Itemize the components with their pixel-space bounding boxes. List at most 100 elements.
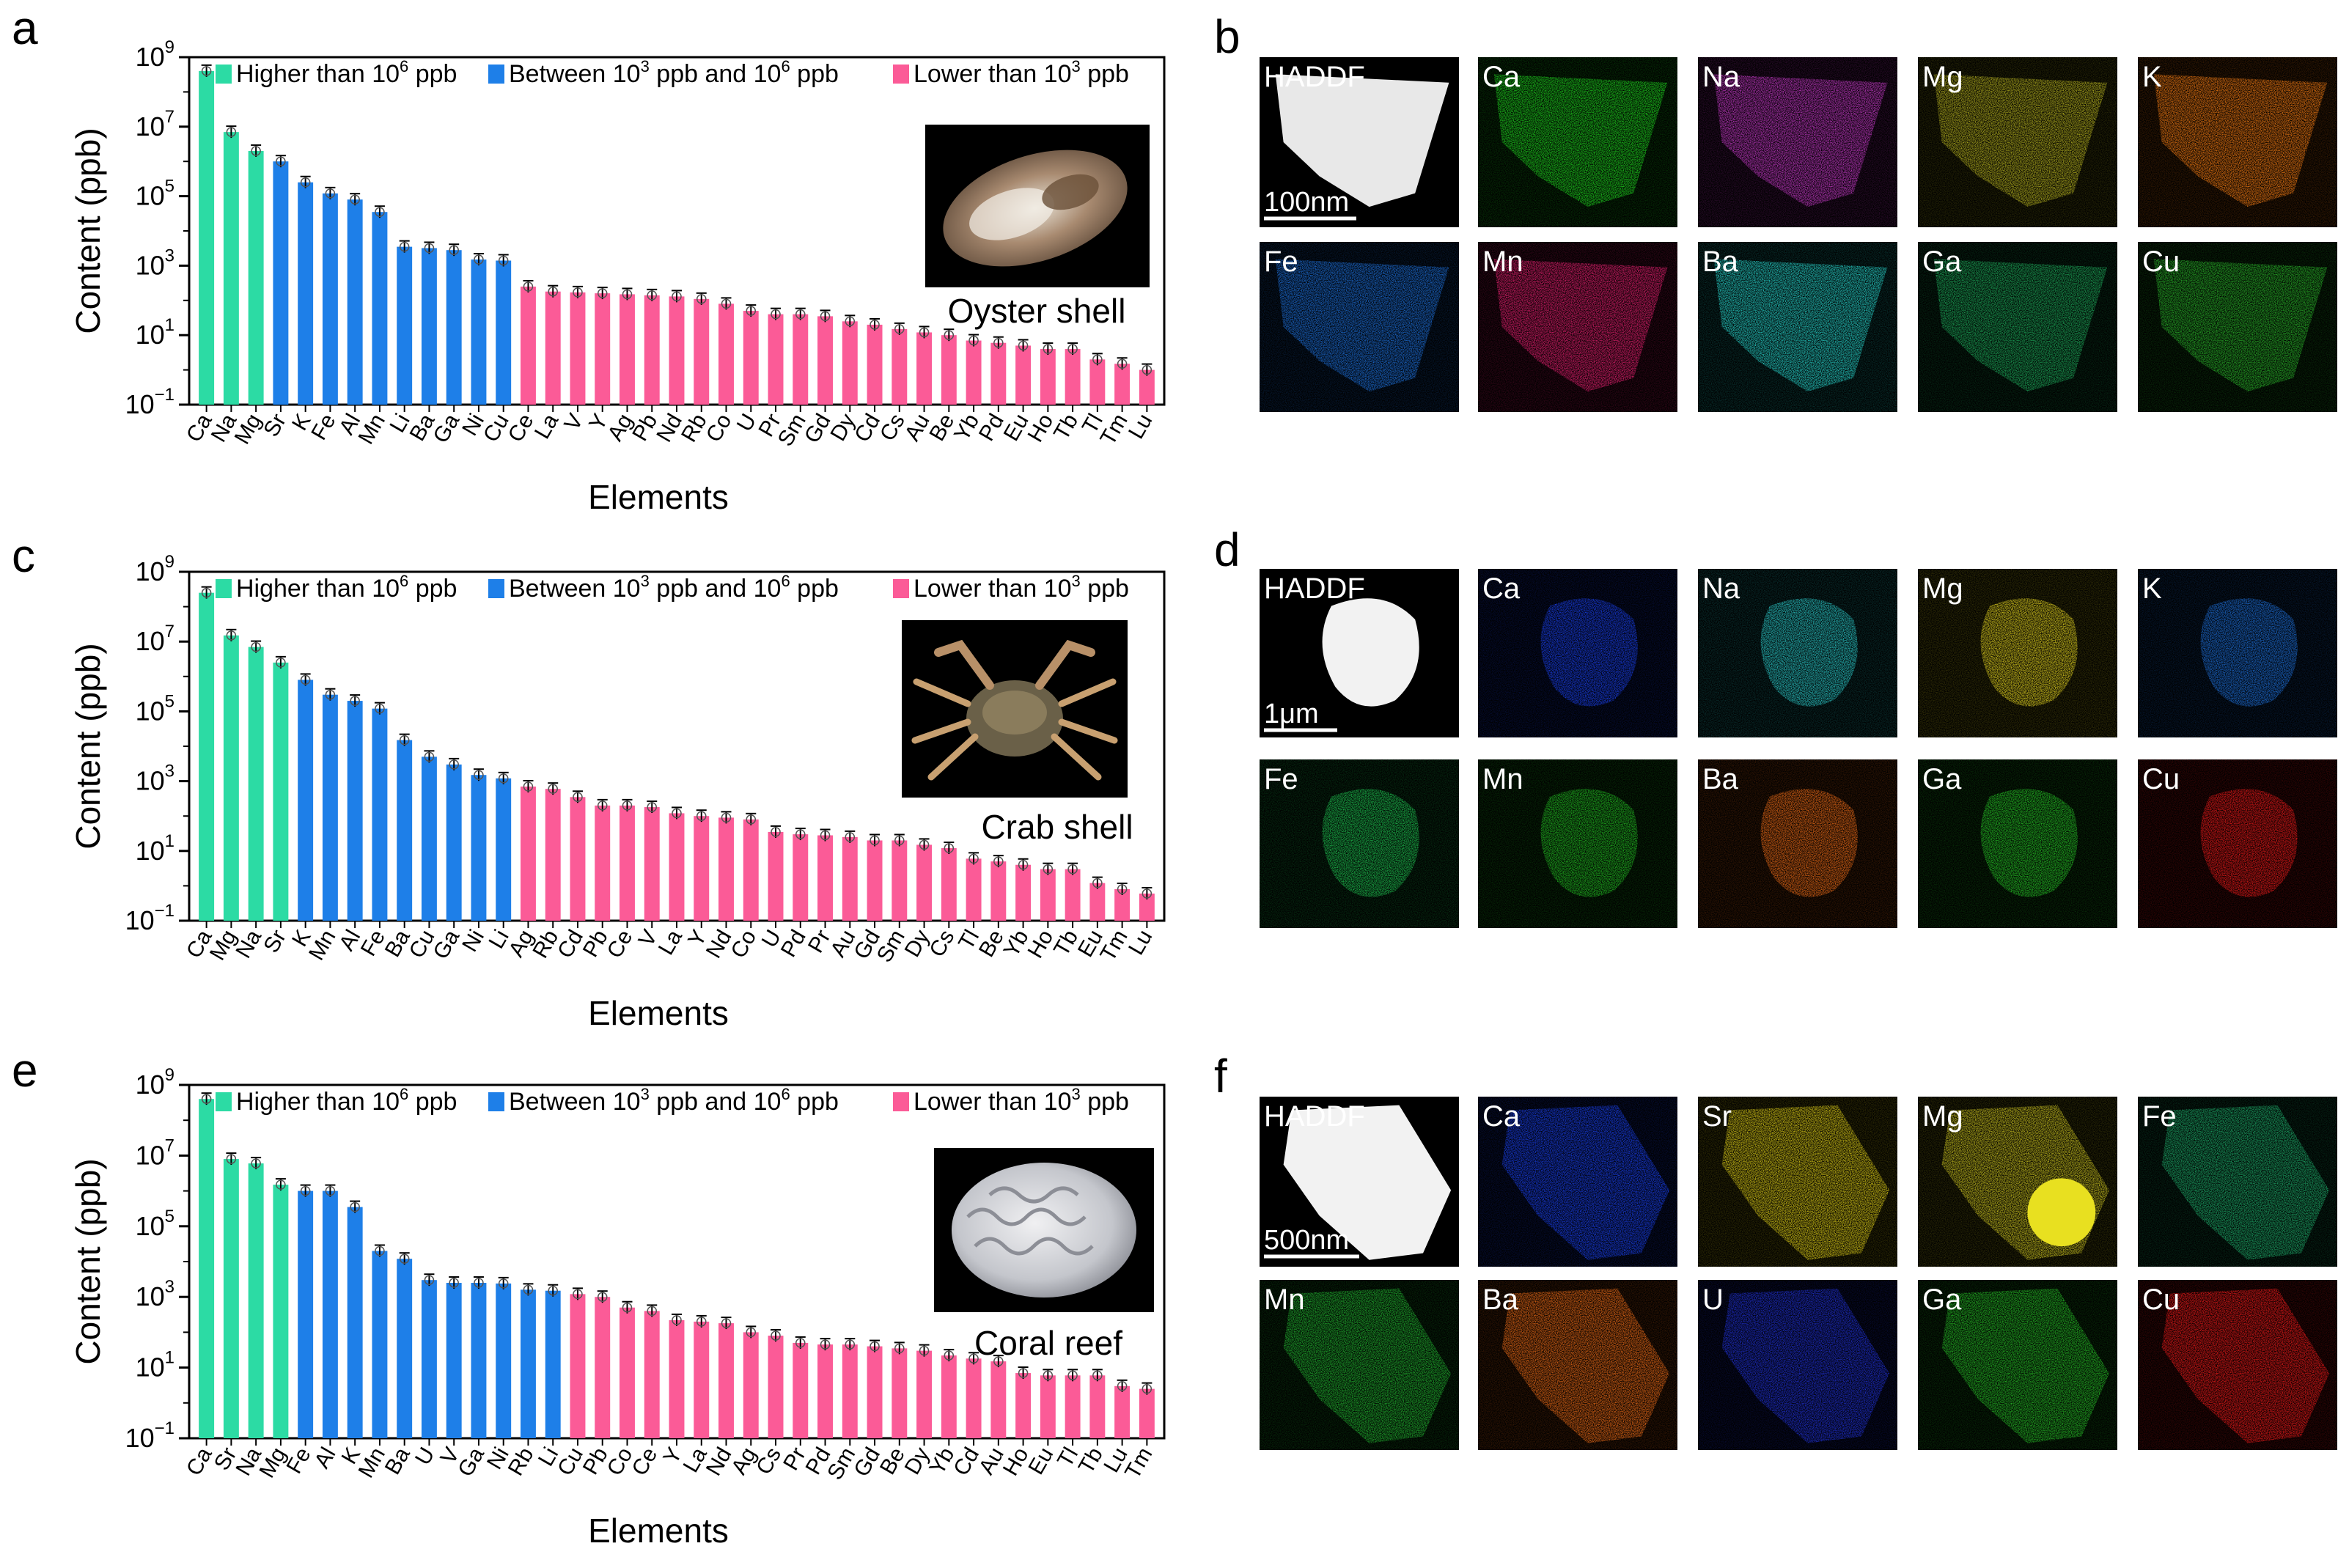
map-label: Na [1702, 573, 1740, 605]
data-point [424, 243, 435, 254]
background-noise [1698, 569, 1897, 737]
data-point [523, 1284, 534, 1295]
inset-label-oyster: Oyster shell [948, 292, 1126, 330]
map-label: Mg [1922, 61, 1963, 93]
bar-Pb [644, 295, 660, 405]
data-point [721, 298, 732, 309]
bar-Au [842, 836, 858, 921]
background-noise [1698, 57, 1897, 227]
data-point [597, 800, 608, 811]
bar-K [298, 182, 314, 405]
data-point [1092, 877, 1103, 888]
y-tick-label: 103 [136, 1277, 174, 1311]
data-point [1018, 1368, 1029, 1378]
data-point [300, 177, 311, 188]
background-noise [2138, 1097, 2337, 1267]
data-point [597, 1292, 608, 1302]
data-point [870, 835, 880, 846]
data-point [870, 1341, 880, 1352]
map-tile-Cu: Cu [2138, 759, 2337, 928]
bar-Al [347, 701, 363, 921]
background-noise [2138, 1280, 2337, 1450]
crab-photo [902, 620, 1128, 798]
data-point [696, 1317, 707, 1327]
bar-Nd [669, 296, 685, 405]
y-tick-label: 10−1 [125, 901, 174, 935]
map-tile-Ga: Ga [1918, 1280, 2117, 1450]
background-noise [1918, 1280, 2117, 1450]
y-tick-label: 103 [136, 762, 174, 796]
data-point [350, 1201, 360, 1212]
data-point [1092, 1370, 1103, 1381]
bar-U [743, 311, 759, 405]
map-tile-Cu: Cu [2138, 242, 2337, 412]
map-label: Fe [2142, 1100, 2177, 1133]
bar-Cs [941, 848, 957, 921]
data-point [325, 1185, 336, 1196]
particle-bright [1322, 598, 1419, 707]
bar-Nd [718, 817, 734, 921]
bar-Na [248, 1163, 264, 1438]
bar-Ni [471, 775, 487, 921]
data-point [251, 146, 261, 156]
bar-Tb [1065, 869, 1081, 921]
bar-Yb [966, 340, 982, 405]
panel-letter-d: d [1214, 523, 1240, 576]
panel-letter-a: a [12, 1, 38, 54]
map-label: Na [1702, 61, 1740, 93]
bar-Sr [273, 662, 289, 921]
x-tick-label: Tm [1120, 1443, 1157, 1483]
bar-Tl [1089, 359, 1106, 405]
bar-Cu [496, 260, 512, 405]
bar-Dy [916, 844, 933, 921]
legend-label-high: Higher than 106 ppb [236, 572, 457, 603]
map-tile-Mn: Mn [1478, 242, 1677, 412]
legend-label-mid: Between 103 ppb and 106 ppb [509, 1085, 839, 1116]
bar-Rb [545, 789, 561, 921]
data-point [201, 587, 212, 598]
legend-swatch-high [216, 579, 232, 598]
panel-letter-f: f [1214, 1050, 1227, 1103]
background-noise [1478, 569, 1677, 737]
bar-Dy [916, 1350, 933, 1438]
map-tile-Ba: Ba [1698, 242, 1897, 412]
bar-Tm [1139, 1388, 1155, 1438]
data-point [622, 1302, 633, 1313]
background-noise [1918, 1097, 2117, 1267]
y-tick-label: 107 [136, 107, 174, 141]
background-noise [1260, 759, 1459, 928]
data-point [721, 812, 732, 823]
bar-Cd [867, 324, 883, 405]
map-label: HADDF [1264, 1100, 1365, 1133]
background-noise [2138, 759, 2337, 928]
background-noise [1478, 759, 1677, 928]
bar-Pb [595, 1297, 611, 1438]
bar-Ag [743, 1332, 759, 1438]
bar-U [768, 831, 784, 921]
coral-photo [934, 1148, 1154, 1312]
data-point [795, 829, 806, 839]
data-point [820, 830, 831, 841]
legend-swatch-mid [488, 579, 504, 598]
map-tile-Fe: Fe [1260, 242, 1459, 412]
data-point [746, 306, 757, 316]
data-point [375, 207, 385, 217]
x-tick-label: Eu [1023, 1443, 1058, 1479]
map-label: Mg [1922, 1100, 1963, 1133]
bar-V [570, 292, 586, 405]
map-label: Ca [1482, 573, 1521, 605]
x-tick-label: Ce [603, 926, 638, 962]
bar-Mn [372, 1251, 388, 1438]
bar-Li [496, 778, 512, 921]
data-point [894, 324, 905, 334]
map-label: Cu [2142, 246, 2180, 278]
bar-Pr [768, 314, 784, 405]
bar-Lu [1139, 369, 1155, 405]
scale-bar-label: 500nm [1264, 1225, 1349, 1256]
data-point [1018, 340, 1029, 351]
bar-Ag [520, 786, 536, 921]
bar-Co [620, 1307, 635, 1438]
y-tick-label: 10−1 [125, 385, 174, 419]
panel-letter-c: c [12, 529, 35, 582]
